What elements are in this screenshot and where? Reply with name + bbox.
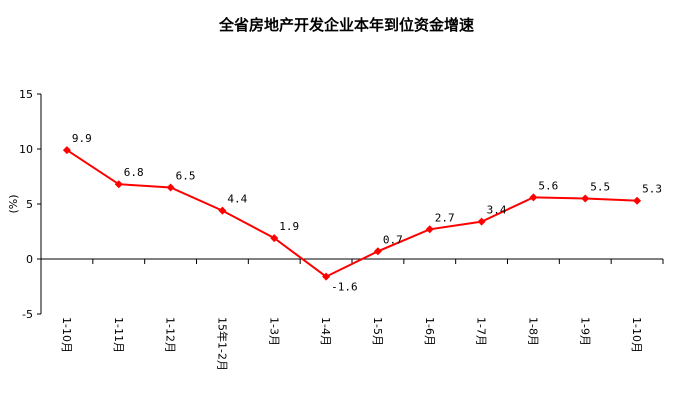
- data-point-marker: [322, 272, 331, 281]
- chart-axes: [37, 93, 664, 315]
- y-tick-label: 0: [26, 253, 33, 266]
- x-tick-label: 15年1-2月: [215, 317, 229, 371]
- series-layer: 9.9 6.8 6.5 4.4 1.9 -1.6 0.7 2.7 3.4 5.6 5.5 5.3: [62, 132, 662, 294]
- data-label: 9.9: [72, 132, 92, 145]
- x-tick-label: 1-12月: [164, 317, 177, 353]
- data-label: 5.3: [642, 183, 662, 196]
- data-point-marker: [529, 193, 538, 202]
- x-tick-labels: 1-10月 1-11月 1-12月 15年1-2月 1-3月 1-4月 1-5月 1-6月 1-…: [60, 317, 643, 371]
- y-tick-label: 10: [19, 143, 33, 156]
- y-tick-labels: -5 0 5 10 15: [19, 88, 33, 321]
- x-tick-label: 1-9月: [578, 317, 591, 346]
- data-label: 3.4: [487, 204, 507, 217]
- data-point-marker: [270, 234, 279, 243]
- data-label: 2.7: [435, 211, 455, 224]
- y-tick-label: 5: [26, 198, 33, 211]
- series-line: [66, 149, 638, 278]
- data-label: -1.6: [331, 281, 358, 294]
- data-point-marker: [373, 247, 382, 256]
- data-label: 5.6: [538, 179, 558, 192]
- chart-title: 全省房地产开发企业本年到位资金增速: [218, 16, 474, 34]
- data-label: 1.9: [279, 220, 299, 233]
- data-point-marker: [581, 194, 590, 203]
- x-tick-label: 1-11月: [112, 317, 125, 353]
- x-tick-label: 1-7月: [475, 317, 488, 346]
- data-label: 4.4: [227, 193, 247, 206]
- y-tick-label: 15: [19, 88, 33, 101]
- x-tick-label: 1-3月: [267, 317, 280, 346]
- data-point-marker: [633, 196, 642, 205]
- data-point-marker: [62, 146, 71, 155]
- data-point-marker: [477, 217, 486, 226]
- x-tick-label: 1-10月: [630, 317, 643, 353]
- x-tick-label: 1-5月: [371, 317, 384, 346]
- y-tick-label: -5: [22, 308, 33, 321]
- data-label: 5.5: [590, 181, 610, 194]
- data-label: 0.7: [383, 233, 403, 246]
- x-tick-label: 1-8月: [526, 317, 539, 346]
- x-tick-label: 1-6月: [423, 317, 436, 346]
- y-axis-label: (%): [7, 194, 20, 213]
- data-point-marker: [425, 225, 434, 234]
- data-point-marker: [218, 206, 227, 215]
- data-label: 6.8: [124, 166, 144, 179]
- x-tick-label: 1-4月: [319, 317, 332, 346]
- data-label: 6.5: [176, 170, 196, 183]
- x-tick-label: 1-10月: [60, 317, 73, 353]
- data-point-marker: [166, 183, 175, 192]
- data-point-marker: [114, 180, 123, 189]
